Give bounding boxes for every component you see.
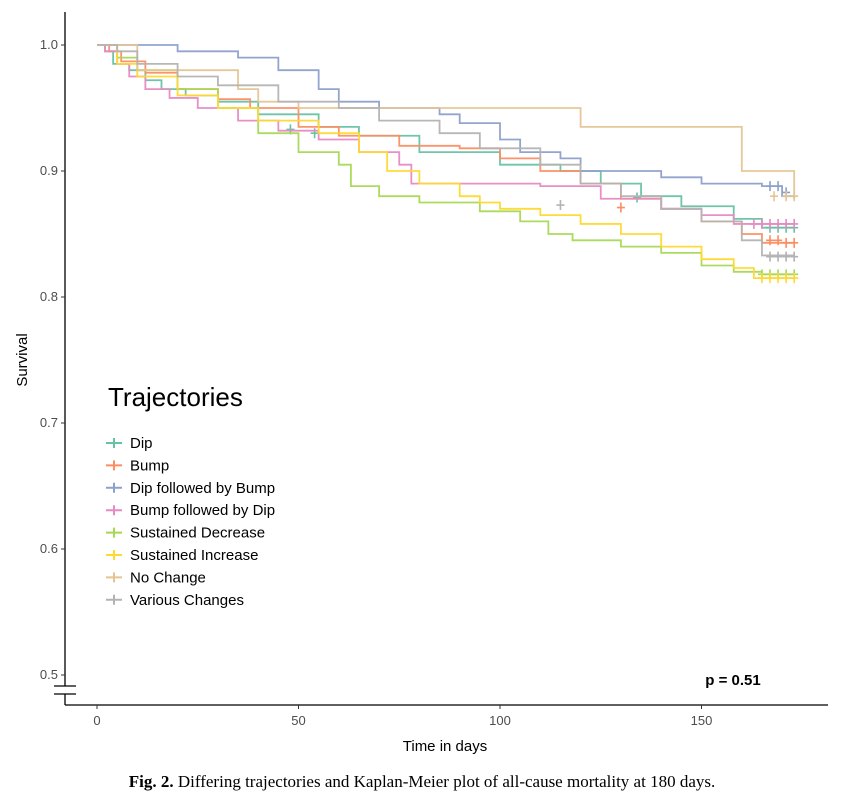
y-axis-title: Survival xyxy=(14,333,31,386)
curve-sustained-decrease xyxy=(97,44,795,276)
legend: Trajectories Dip Bump Dip followed by Bump B… xyxy=(106,382,275,609)
censor-mark-sustained-increase xyxy=(782,273,791,284)
censor-mark-bump xyxy=(790,237,799,248)
legend-label-dip: Dip xyxy=(130,435,153,452)
curve-no-change xyxy=(97,44,796,197)
censor-mark-bump xyxy=(766,235,775,246)
legend-key-sustained-increase xyxy=(106,550,122,560)
censor-mark-sustained-increase xyxy=(766,273,775,284)
legend-label-sustained-increase: Sustained Increase xyxy=(130,547,258,564)
censor-mark-various-changes xyxy=(790,251,799,262)
censor-mark-bump xyxy=(782,237,791,248)
censor-mark-bump-followed-by-dip xyxy=(766,218,775,229)
y-tick-label: 0.5 xyxy=(40,667,58,682)
y-tick-label: 0.8 xyxy=(40,289,58,304)
x-tick-label: 50 xyxy=(291,713,305,728)
curve-sustained-increase xyxy=(97,44,795,279)
censor-mark-sustained-increase xyxy=(757,273,766,284)
censor-mark-sustained-increase xyxy=(790,273,799,284)
y-tick-label: 0.9 xyxy=(40,163,58,178)
censor-mark-various-changes xyxy=(556,200,565,211)
survival-curves xyxy=(97,44,799,284)
censor-mark-no-change xyxy=(782,191,791,202)
caption-text: Differing trajectories and Kaplan-Meier … xyxy=(173,772,716,791)
curve-various-changes xyxy=(97,44,796,257)
censor-mark-bump xyxy=(774,235,783,246)
censor-mark-various-changes xyxy=(782,251,791,262)
censor-mark-bump-followed-by-dip xyxy=(749,218,758,229)
censor-mark-bump-followed-by-dip xyxy=(782,218,791,229)
legend-key-bump xyxy=(106,460,122,471)
legend-label-sustained-decrease: Sustained Decrease xyxy=(130,525,265,542)
censor-mark-no-change xyxy=(790,191,799,202)
y-tick-label: 0.6 xyxy=(40,541,58,556)
legend-title: Trajectories xyxy=(108,382,243,412)
legend-key-sustained-decrease xyxy=(106,527,122,538)
x-axis-title: Time in days xyxy=(403,738,487,755)
censor-mark-dip xyxy=(633,192,642,203)
legend-label-dip-followed-by-bump: Dip followed by Bump xyxy=(130,480,275,497)
curve-bump-followed-by-dip xyxy=(97,44,795,225)
legend-key-no-change xyxy=(106,572,122,583)
censor-mark-bump-followed-by-dip xyxy=(790,218,799,229)
legend-key-various-changes xyxy=(106,594,122,605)
curve-dip xyxy=(97,44,795,229)
censor-mark-bump-followed-by-dip xyxy=(774,218,783,229)
y-tick-label: 1.0 xyxy=(40,37,58,52)
censor-mark-dip xyxy=(310,128,319,139)
legend-key-bump-followed-by-dip xyxy=(106,505,122,516)
y-tick-label: 0.7 xyxy=(40,415,58,430)
legend-key-dip-followed-by-bump xyxy=(106,482,122,493)
kaplan-meier-chart: 0.5 0.6 0.7 0.8 0.9 1.0 0 50 100 150 Trajectories… xyxy=(14,12,828,755)
x-tick-label: 100 xyxy=(489,713,511,728)
x-tick-label: 150 xyxy=(691,713,713,728)
legend-label-bump-followed-by-dip: Bump followed by Dip xyxy=(130,502,275,519)
x-tick-label: 0 xyxy=(93,713,100,728)
censor-mark-sustained-increase xyxy=(774,273,783,284)
censor-mark-no-change xyxy=(770,191,779,202)
curve-bump xyxy=(97,44,795,244)
curve-dip-followed-by-bump xyxy=(97,44,796,199)
axes: 0.5 0.6 0.7 0.8 0.9 1.0 0 50 100 150 xyxy=(40,12,828,728)
censor-mark-dip-followed-by-bump xyxy=(774,181,783,192)
legend-key-dip xyxy=(106,438,122,448)
censor-mark-various-changes xyxy=(766,251,775,262)
censor-mark-bump xyxy=(616,202,625,213)
legend-label-bump: Bump xyxy=(130,457,169,474)
caption-label: Fig. 2. xyxy=(128,772,174,791)
p-value-annotation: p = 0.51 xyxy=(705,672,760,689)
censor-mark-dip-followed-by-bump xyxy=(766,181,775,192)
figure-caption: Fig. 2. Differing trajectories and Kapla… xyxy=(0,772,844,792)
legend-label-various-changes: Various Changes xyxy=(130,592,244,609)
censor-mark-various-changes xyxy=(774,251,783,262)
censor-mark-bump-followed-by-dip xyxy=(757,218,766,229)
legend-label-no-change: No Change xyxy=(130,569,206,586)
